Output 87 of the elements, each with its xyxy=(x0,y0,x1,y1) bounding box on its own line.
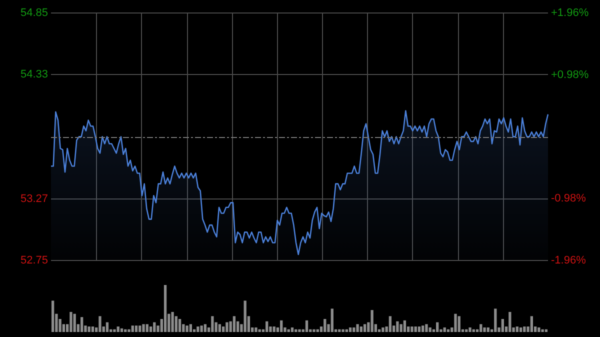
bar xyxy=(348,327,352,332)
bar xyxy=(483,327,486,332)
bar xyxy=(388,316,392,332)
bar xyxy=(153,322,156,332)
bar xyxy=(254,327,258,332)
bar xyxy=(370,310,374,332)
bar xyxy=(290,327,294,332)
bar xyxy=(51,300,54,332)
bar xyxy=(519,327,522,332)
bar xyxy=(342,329,344,332)
bar xyxy=(189,324,192,332)
bar xyxy=(244,300,246,332)
bar xyxy=(280,320,283,332)
bar xyxy=(508,312,512,332)
bar xyxy=(443,327,446,332)
bar xyxy=(403,320,406,332)
bar xyxy=(396,321,399,332)
y-tick-label: 53.27 xyxy=(20,193,48,206)
bar xyxy=(436,322,439,332)
bar xyxy=(204,324,207,332)
bar xyxy=(538,327,540,332)
bar xyxy=(458,316,460,332)
bar xyxy=(324,318,326,332)
bar xyxy=(516,326,518,332)
bar xyxy=(425,324,428,332)
bar xyxy=(541,329,544,332)
bar xyxy=(80,317,84,332)
bar xyxy=(400,324,402,332)
bar xyxy=(88,326,90,332)
bar xyxy=(116,326,120,332)
bar xyxy=(70,312,72,332)
y2-tick-label: +0.98% xyxy=(551,68,589,81)
bar xyxy=(149,326,152,332)
bar xyxy=(128,329,130,332)
bar xyxy=(178,318,182,332)
bar xyxy=(272,326,276,332)
bar xyxy=(134,326,138,332)
bar xyxy=(523,326,526,332)
bar xyxy=(305,320,308,332)
bar xyxy=(106,322,109,332)
bar xyxy=(468,327,472,332)
bar xyxy=(360,326,362,332)
bar xyxy=(146,324,148,332)
bar xyxy=(414,326,417,332)
bar xyxy=(174,316,178,332)
bar xyxy=(232,316,236,332)
bar xyxy=(454,314,457,332)
bar xyxy=(382,327,384,332)
y-tick-label: 54.85 xyxy=(20,7,48,20)
bar xyxy=(98,316,102,332)
bar xyxy=(363,324,366,332)
bar xyxy=(480,324,482,332)
bar xyxy=(186,326,188,332)
bar xyxy=(200,326,203,332)
bar xyxy=(298,329,301,332)
y2-tick-label: +1.96% xyxy=(551,7,589,20)
bar xyxy=(211,316,214,332)
bar xyxy=(422,326,424,332)
bar xyxy=(120,328,124,332)
y-tick-label: 52.75 xyxy=(20,254,48,266)
bar xyxy=(486,327,490,332)
bar xyxy=(218,324,222,332)
bar xyxy=(73,314,76,332)
bar xyxy=(494,308,497,332)
bar xyxy=(222,326,225,332)
bar xyxy=(428,327,432,332)
bar xyxy=(330,308,334,332)
bar xyxy=(171,312,174,332)
bar xyxy=(91,326,94,332)
bar xyxy=(226,322,228,332)
bar xyxy=(410,326,414,332)
bar xyxy=(418,326,421,332)
bar xyxy=(352,327,356,332)
bar xyxy=(530,316,534,332)
y2-tick-label: -0.98% xyxy=(551,192,586,205)
bar xyxy=(196,326,200,332)
bar xyxy=(142,324,145,332)
bar xyxy=(138,326,142,332)
bar xyxy=(501,318,504,332)
bar xyxy=(312,329,316,332)
bar xyxy=(164,285,167,332)
bar xyxy=(113,329,116,332)
y-tick-label: 54.33 xyxy=(20,68,48,80)
bar xyxy=(131,326,134,332)
y2-tick-label: -1.96% xyxy=(551,254,586,266)
bar xyxy=(266,321,268,332)
bar xyxy=(356,324,359,332)
